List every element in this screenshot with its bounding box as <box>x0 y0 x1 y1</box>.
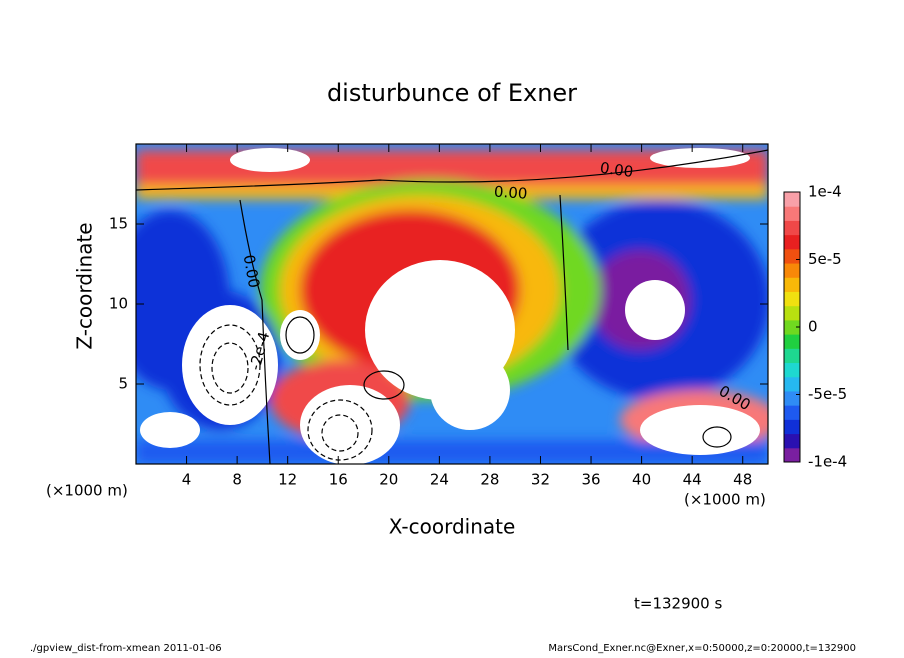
x-tick-label: 28 <box>480 471 499 489</box>
x-tick-label: 32 <box>531 471 550 489</box>
colorbar-band <box>784 206 800 221</box>
footer-left: ./gpview_dist-from-xmean 2011-01-06 <box>30 643 222 654</box>
y-tick-label: 5 <box>118 375 128 393</box>
x-tick-label: 4 <box>182 471 192 489</box>
y-tick-label: 10 <box>109 295 128 313</box>
x-tick-label: 8 <box>232 471 242 489</box>
footer-right: MarsCond_Exner.nc@Exner,x=0:50000,z=0:20… <box>548 643 856 654</box>
x-unit-label: (×1000 m) <box>684 491 766 509</box>
contour-label: 0.00 <box>493 183 528 203</box>
colorbar-band <box>784 291 800 307</box>
colorbar-tick-label: 1e-4 <box>808 183 842 201</box>
colorbar-band <box>784 334 800 349</box>
x-tick-label: 44 <box>683 471 702 489</box>
colorbar-band <box>784 319 800 335</box>
time-label: t=132900 s <box>634 595 722 613</box>
colorbar-tick-label: 0 <box>808 318 818 336</box>
y-axis-label: Z-coordinate <box>73 222 97 349</box>
x-tick-label: 16 <box>329 471 348 489</box>
y-tick-label: 15 <box>109 215 128 233</box>
colorbar-band <box>784 405 800 420</box>
colorbar-tick-label: -5e-5 <box>808 385 847 403</box>
contour-label: 0.00 <box>240 253 264 289</box>
x-unit-label: (×1000 m) <box>46 482 128 500</box>
colorbar-band <box>784 192 800 207</box>
chart-title: disturbunce of Exner <box>327 79 577 107</box>
x-axis-label: X-coordinate <box>389 515 516 539</box>
colorbar-band <box>784 277 800 292</box>
contour-label: 0.00 <box>599 159 635 181</box>
x-tick-label: 48 <box>733 471 752 489</box>
colorbar-band <box>784 376 800 392</box>
colorbar-band <box>784 234 800 250</box>
colorbar-band <box>784 433 800 449</box>
x-tick-label: 24 <box>430 471 449 489</box>
x-tick-label: 36 <box>581 471 600 489</box>
colorbar-band <box>784 419 800 435</box>
colorbar-band <box>784 248 800 264</box>
colorbar-band <box>784 390 800 406</box>
x-tick-label: 12 <box>278 471 297 489</box>
colorbar-band <box>784 348 800 364</box>
colorbar-band <box>784 447 800 463</box>
x-tick-label: 20 <box>379 471 398 489</box>
colorbar-tick-label: -1e-4 <box>808 453 847 471</box>
colorbar-band <box>784 220 800 236</box>
field <box>136 144 768 464</box>
colorbar-band <box>784 263 800 278</box>
x-tick-label: 40 <box>632 471 651 489</box>
colorbar-tick-label: 5e-5 <box>808 250 842 268</box>
colorbar-band <box>784 362 800 378</box>
colorbar-band <box>784 305 800 321</box>
